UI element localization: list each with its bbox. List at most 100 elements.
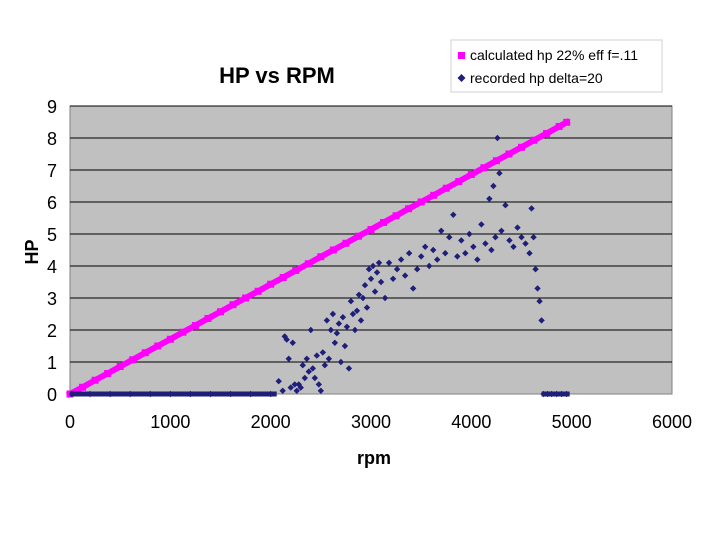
point-recorded xyxy=(373,269,381,276)
point-recorded xyxy=(522,240,529,247)
point-recorded xyxy=(510,243,517,250)
point-recorded xyxy=(367,275,375,282)
point-calculated xyxy=(116,362,124,370)
point-recorded xyxy=(343,323,351,330)
point-recorded xyxy=(502,202,509,209)
point-recorded xyxy=(498,227,505,234)
legend-box xyxy=(450,39,663,93)
point-recorded xyxy=(359,294,367,302)
legend-marker-recorded xyxy=(457,74,466,82)
y-tick-label: 6 xyxy=(47,193,57,213)
point-recorded xyxy=(478,221,485,228)
point-calculated xyxy=(141,349,149,357)
point-recorded xyxy=(371,288,379,295)
point-recorded xyxy=(548,390,555,398)
point-recorded xyxy=(430,246,437,254)
point-recorded xyxy=(291,381,298,388)
point-recorded xyxy=(462,250,469,257)
gridlines xyxy=(70,105,672,363)
point-calculated xyxy=(229,301,237,309)
point-recorded xyxy=(319,349,327,356)
point-recorded xyxy=(482,240,489,247)
point-recorded xyxy=(397,256,405,263)
point-recorded xyxy=(279,387,286,394)
point-calculated xyxy=(279,274,287,282)
point-recorded xyxy=(375,259,383,266)
point-calculated xyxy=(530,136,538,144)
point-recorded xyxy=(486,195,493,202)
x-tick-label: 4000 xyxy=(451,412,491,432)
point-recorded xyxy=(470,243,477,250)
point-recorded xyxy=(490,182,497,190)
point-calculated xyxy=(179,328,187,336)
point-recorded xyxy=(187,390,194,398)
point-recorded xyxy=(325,355,333,362)
point-calculated xyxy=(354,232,362,240)
point-recorded xyxy=(347,298,355,305)
point-recorded xyxy=(442,250,449,257)
point-recorded xyxy=(540,390,547,398)
point-recorded xyxy=(558,390,565,398)
point-calculated xyxy=(79,383,87,391)
point-recorded xyxy=(167,390,174,398)
point-calculated xyxy=(292,266,300,274)
point-recorded xyxy=(438,227,445,234)
point-recorded xyxy=(147,390,154,398)
point-calculated xyxy=(329,246,337,254)
point-calculated xyxy=(417,198,425,206)
x-axis-ticks: 0 1000 2000 3000 4000 5000 6000 xyxy=(65,412,692,432)
point-calculated xyxy=(518,143,525,151)
y-tick-label: 4 xyxy=(47,257,57,277)
point-recorded xyxy=(309,365,317,372)
x-tick-label: 2000 xyxy=(251,412,291,432)
y-tick-label: 5 xyxy=(47,225,57,245)
point-recorded xyxy=(86,390,94,398)
point-recorded xyxy=(307,326,314,334)
point-recorded xyxy=(311,374,319,382)
point-recorded xyxy=(446,234,453,241)
y-tick-label: 8 xyxy=(47,129,57,149)
point-calculated xyxy=(392,212,400,220)
point-recorded xyxy=(534,285,541,292)
point-recorded xyxy=(405,250,413,257)
point-recorded xyxy=(488,246,495,254)
point-recorded xyxy=(285,355,292,362)
point-recorded xyxy=(289,339,296,346)
point-recorded xyxy=(321,362,329,369)
point-recorded xyxy=(381,294,389,302)
point-calculated xyxy=(563,118,571,126)
point-recorded xyxy=(313,352,321,359)
point-calculated xyxy=(492,157,500,165)
point-recorded xyxy=(385,259,393,266)
point-calculated xyxy=(317,253,325,261)
point-recorded xyxy=(518,234,525,241)
point-recorded xyxy=(227,390,234,398)
x-tick-label: 6000 xyxy=(652,412,692,432)
point-recorded xyxy=(496,170,503,177)
point-recorded xyxy=(247,390,254,398)
point-recorded xyxy=(474,256,481,263)
point-recorded xyxy=(514,224,521,231)
point-recorded xyxy=(327,326,335,334)
point-recorded xyxy=(530,234,537,241)
point-calculated xyxy=(543,130,551,138)
point-recorded xyxy=(544,390,551,398)
point-calculated xyxy=(154,342,162,350)
point-recorded xyxy=(353,307,361,314)
point-recorded xyxy=(335,320,343,327)
point-recorded xyxy=(425,262,433,270)
point-recorded xyxy=(365,266,373,273)
point-calculated xyxy=(467,170,475,178)
point-recorded xyxy=(283,336,290,343)
point-recorded xyxy=(333,330,341,337)
y-tick-label: 0 xyxy=(47,385,57,405)
point-recorded xyxy=(536,298,543,305)
point-recorded xyxy=(68,390,76,398)
point-recorded xyxy=(492,234,499,241)
point-calculated xyxy=(342,239,350,247)
point-recorded xyxy=(454,253,461,260)
point-recorded xyxy=(417,253,425,260)
y-tick-label: 1 xyxy=(47,353,57,373)
